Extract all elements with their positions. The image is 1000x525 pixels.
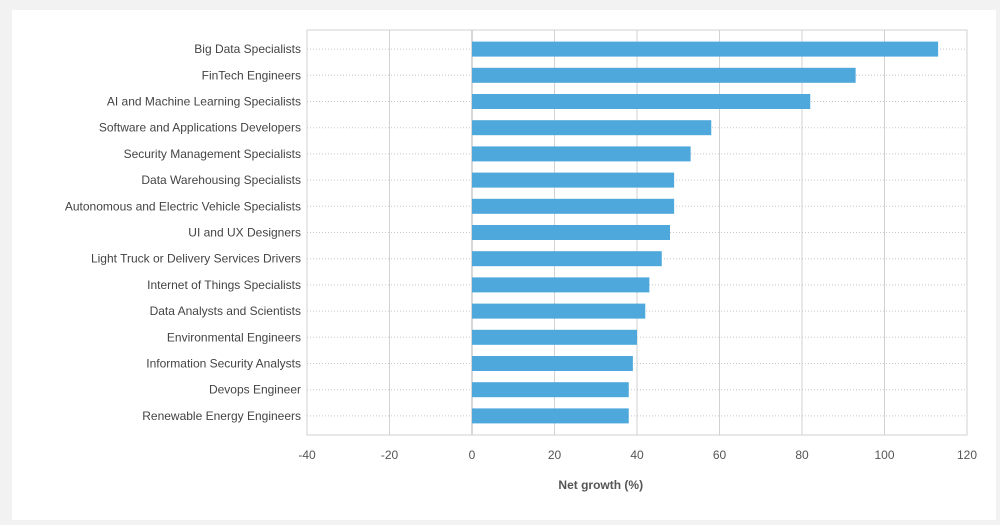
x-tick-label: 40 (630, 448, 644, 462)
x-tick-label: 100 (874, 448, 894, 462)
category-label: Data Analysts and Scientists (150, 304, 301, 318)
bar (472, 198, 675, 214)
bar (472, 120, 712, 136)
bar (472, 94, 811, 109)
x-tick-labels: -40 -20 0 20 40 60 80 100 120 (298, 448, 977, 462)
bar (472, 146, 691, 162)
x-tick-label: 80 (795, 448, 809, 462)
bar (472, 356, 633, 371)
category-label: AI and Machine Learning Specialists (107, 95, 301, 109)
x-axis-label: Net growth (%) (558, 478, 643, 492)
x-tick-label: -40 (298, 448, 316, 462)
category-label: Internet of Things Specialists (147, 278, 301, 292)
bar (472, 408, 629, 424)
bar-chart: Big Data Specialists FinTech Engineers AI … (65, 29, 977, 492)
bar (472, 251, 662, 267)
category-label: Security Management Specialists (124, 147, 301, 161)
category-label: FinTech Engineers (202, 68, 301, 82)
category-label: Big Data Specialists (194, 42, 301, 56)
x-tick-label: 120 (957, 448, 977, 462)
category-label: UI and UX Designers (188, 226, 301, 240)
category-label: Renewable Energy Engineers (142, 409, 301, 423)
bar (472, 382, 629, 398)
bar (472, 225, 670, 240)
category-label: Environmental Engineers (167, 330, 301, 344)
bars (472, 41, 939, 424)
category-label: Information Security Analysts (146, 357, 301, 371)
x-tick-label: -20 (381, 448, 399, 462)
category-label: Light Truck or Delivery Services Drivers (91, 252, 301, 266)
x-tick-label: 60 (713, 448, 727, 462)
bar (472, 303, 646, 319)
bar (472, 67, 856, 83)
x-tick-label: 0 (469, 448, 476, 462)
bar (472, 41, 939, 57)
category-label: Devops Engineer (209, 383, 301, 397)
category-label: Autonomous and Electric Vehicle Speciali… (65, 199, 301, 213)
chart-panel: Big Data Specialists FinTech Engineers AI … (12, 10, 996, 520)
bar (472, 277, 650, 293)
bar (472, 172, 675, 188)
x-tick-label: 20 (548, 448, 562, 462)
category-labels: Big Data Specialists FinTech Engineers AI … (65, 42, 301, 423)
bar (472, 329, 637, 345)
category-label: Data Warehousing Specialists (141, 173, 301, 187)
category-label: Software and Applications Developers (99, 121, 301, 135)
